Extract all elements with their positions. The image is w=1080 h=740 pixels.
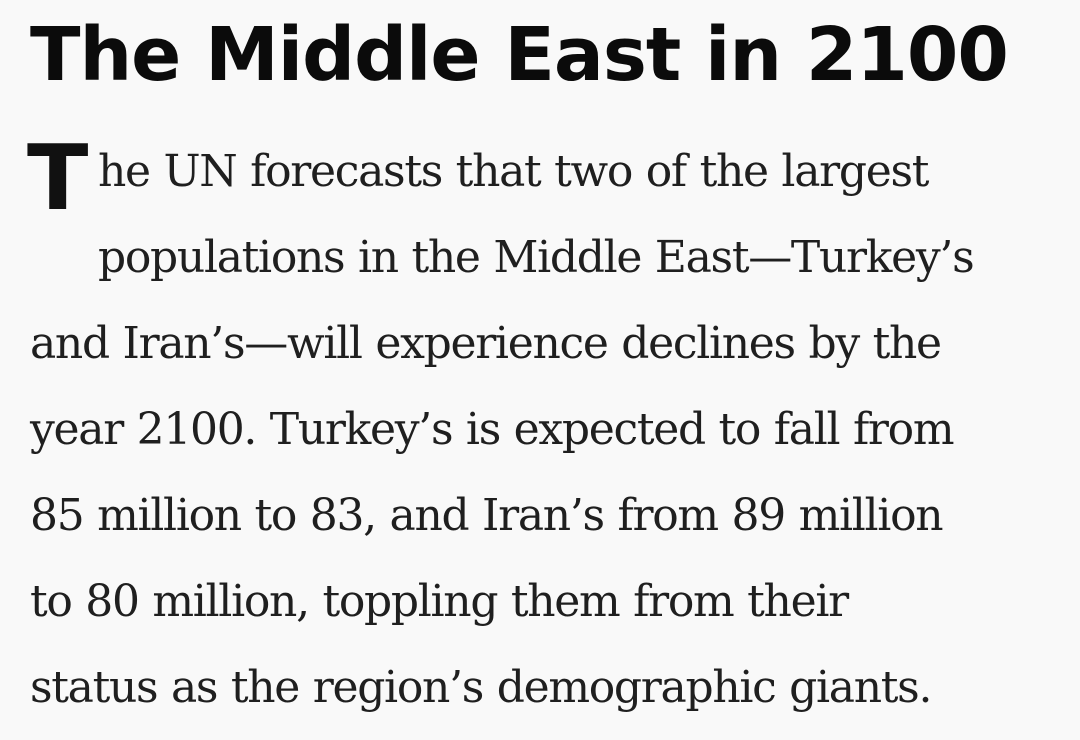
paragraph-line: 85 million to 83, and Iran’s from 89 mil… [30, 490, 944, 541]
paragraph-line: to 80 million, toppling them from their [30, 576, 849, 627]
paragraph-line: populations in the Middle East—Turkey’s [98, 232, 975, 283]
paragraph-line: and Iran’s—will experience declines by t… [30, 318, 942, 369]
drop-cap: T [27, 126, 89, 231]
paragraph-line: year 2100. Turkey’s is expected to fall … [30, 404, 955, 455]
paragraph-line: status as the region’s demographic giant… [30, 662, 932, 713]
article-paragraph: he UN forecasts that two of the largest … [30, 129, 1060, 731]
paragraph-line: he UN forecasts that two of the largest [98, 146, 929, 197]
headline: The Middle East in 2100 [30, 12, 1009, 98]
